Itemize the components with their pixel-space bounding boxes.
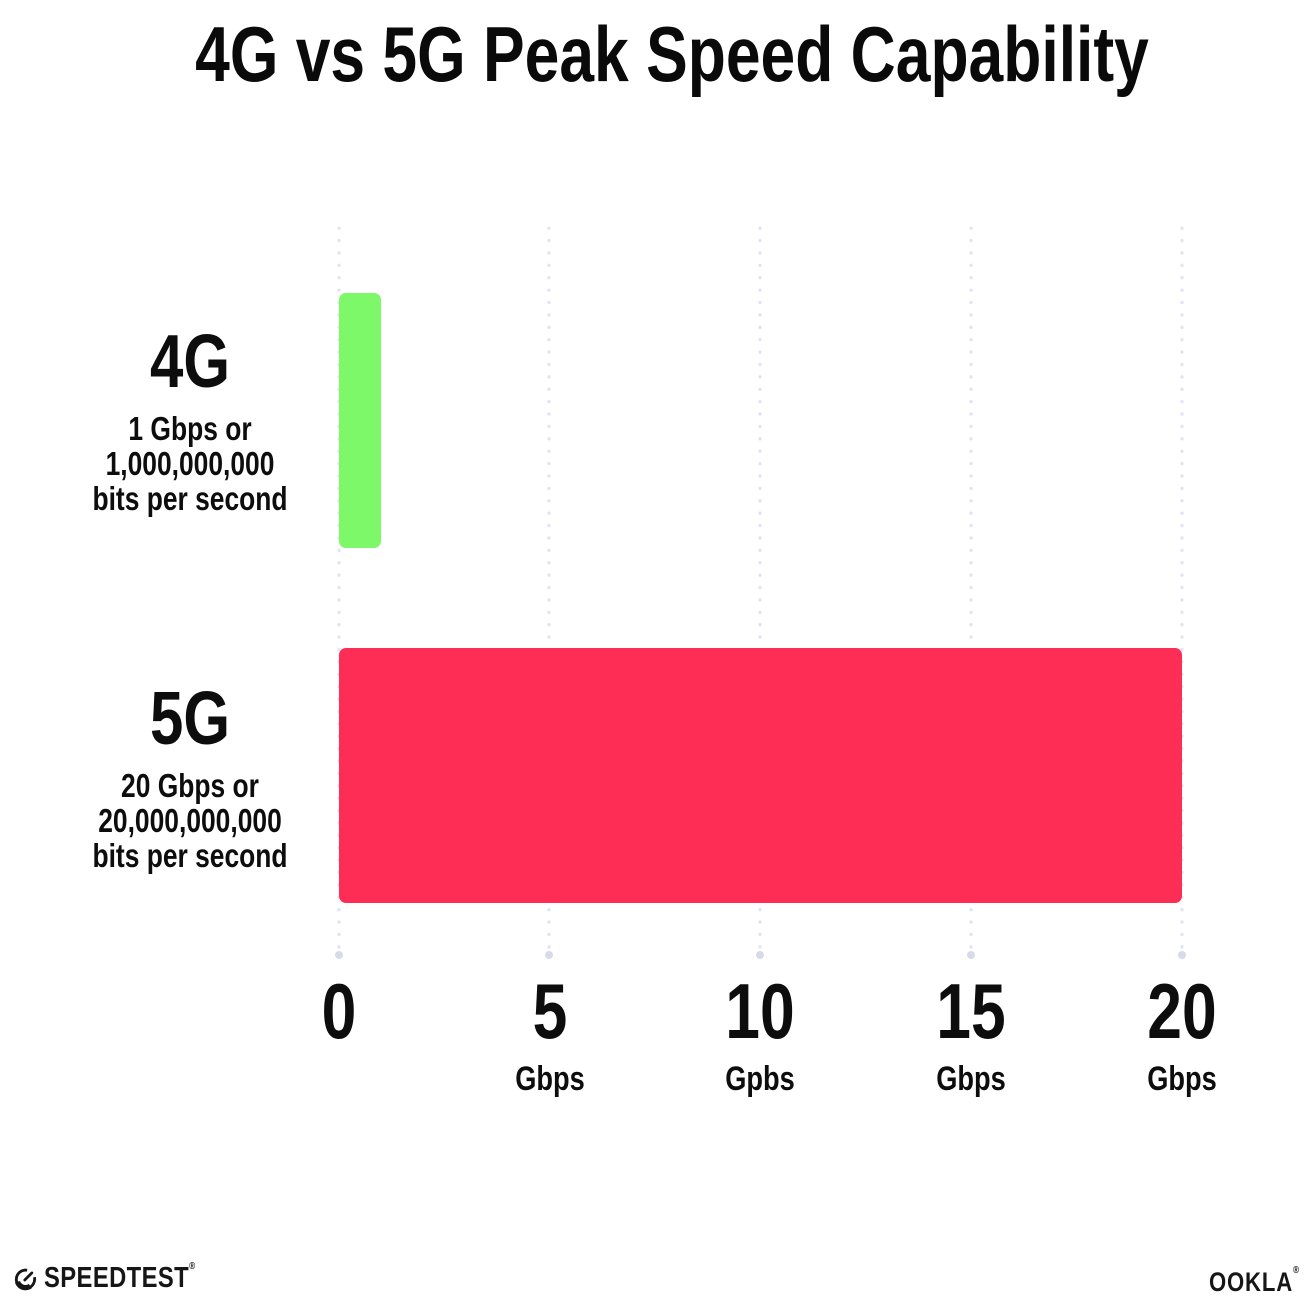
axis-tick-5: 5 Gbps: [440, 972, 660, 1096]
category-label: 4G: [149, 319, 231, 403]
category-label: 5G: [149, 676, 231, 760]
tick-unit: Gbps: [936, 1060, 1006, 1098]
tick-value: 10: [725, 967, 795, 1055]
tick-value: 5: [532, 967, 568, 1055]
chart-title: 4G vs 5G Peak Speed Capability: [0, 15, 1308, 93]
chart-title-text: 4G vs 5G Peak Speed Capability: [195, 10, 1149, 98]
category-desc-line: 20,000,000,000: [98, 802, 282, 839]
tick-unit: Gbps: [515, 1060, 585, 1098]
ookla-trademark: ®: [1293, 1265, 1300, 1276]
tick-value: 15: [936, 967, 1006, 1055]
tick-unit: Gbps: [1147, 1060, 1217, 1098]
gridline-15: [969, 222, 973, 952]
gridline-end-dot: [756, 951, 764, 959]
tick-unit: Gpbs: [725, 1060, 795, 1098]
category-desc-line: 1 Gbps or: [128, 410, 252, 447]
speedtest-wordmark: SPEEDTEST®: [44, 1261, 196, 1295]
speedtest-gauge-icon: [14, 1267, 37, 1290]
gridline-20: [1180, 222, 1184, 952]
ookla-wordmark: OOKLA®: [1209, 1265, 1300, 1298]
gridline-0: [337, 222, 341, 952]
category-desc-line: 20 Gbps or: [121, 767, 259, 804]
bar-4g: [339, 293, 381, 548]
axis-tick-20: 20 Gbps: [1072, 972, 1292, 1096]
gridline-10: [758, 222, 762, 952]
gridline-end-dot: [545, 951, 553, 959]
axis-tick-10: 10 Gpbs: [650, 972, 870, 1096]
tick-value: 0: [321, 967, 357, 1055]
speedtest-trademark: ®: [189, 1261, 196, 1272]
axis-tick-15: 15 Gbps: [861, 972, 1081, 1096]
axis-tick-0: 0: [229, 972, 449, 1050]
gridline-5: [547, 222, 551, 952]
gridline-end-dot: [967, 951, 975, 959]
speedtest-text: SPEEDTEST: [44, 1262, 190, 1294]
gridline-end-dot: [1178, 951, 1186, 959]
category-desc-line: bits per second: [92, 480, 288, 517]
bar-5g: [339, 648, 1182, 903]
category-desc-line: bits per second: [92, 837, 288, 874]
category-desc-line: 1,000,000,000: [105, 445, 275, 482]
speedtest-logo: SPEEDTEST®: [12, 1261, 229, 1295]
tick-value: 20: [1147, 967, 1217, 1055]
ookla-logo: OOKLA®: [1189, 1265, 1300, 1298]
row-label-4g: 4G 1 Gbps or 1,000,000,000 bits per seco…: [30, 319, 350, 517]
row-label-5g: 5G 20 Gbps or 20,000,000,000 bits per se…: [30, 676, 350, 874]
ookla-text: OOKLA: [1209, 1267, 1294, 1297]
gridline-end-dot: [335, 951, 343, 959]
